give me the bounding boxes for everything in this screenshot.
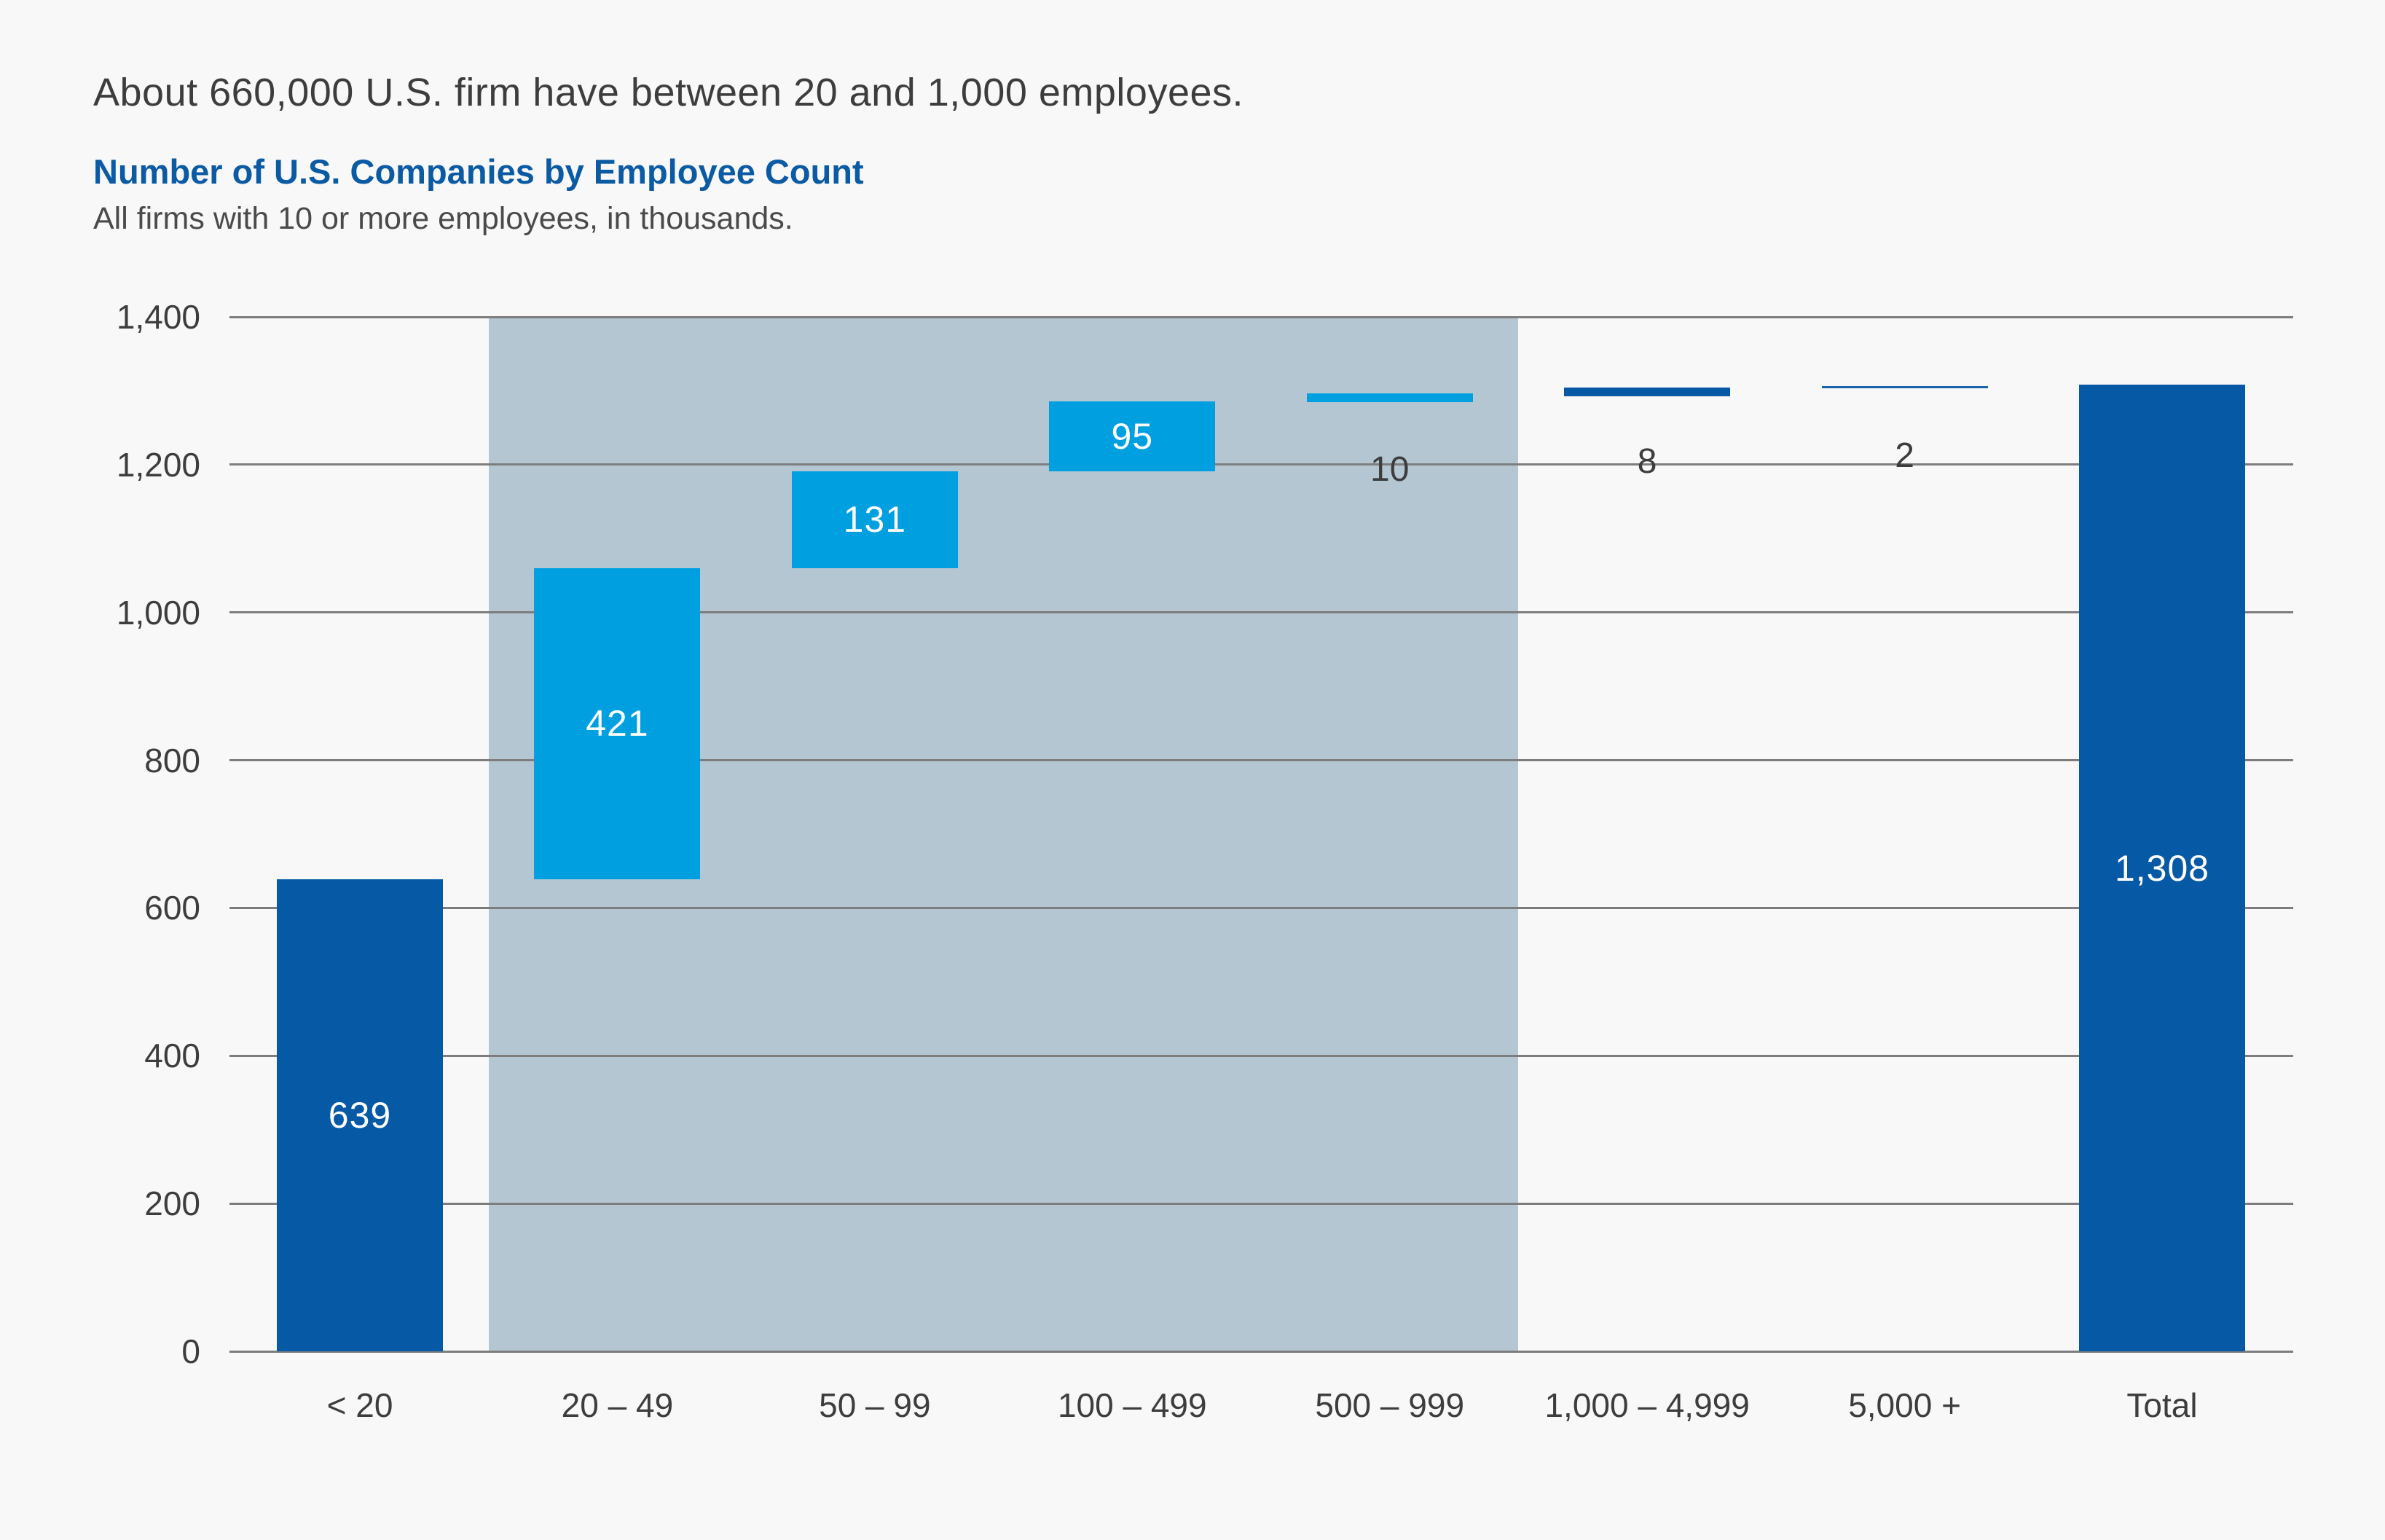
bar-value-label: 2 <box>1895 436 1914 476</box>
gridline <box>229 315 2293 318</box>
y-axis-tick-label: 800 <box>144 741 200 779</box>
x-axis-category-label: 100 – 499 <box>1057 1386 1207 1424</box>
x-axis-category-label: 20 – 49 <box>561 1386 674 1424</box>
bar-value-label: 639 <box>328 1094 392 1136</box>
page-title: About 660,000 U.S. firm have between 20 … <box>93 71 1244 114</box>
y-axis-tick-label: 200 <box>144 1185 200 1223</box>
bar-value-label: 1,308 <box>2114 847 2210 889</box>
bar-2: 421 <box>534 567 701 879</box>
bar-1: 639 <box>277 879 443 1351</box>
x-axis-category-label: 5,000 + <box>1848 1386 1961 1424</box>
bar-value-label: 95 <box>1111 415 1154 457</box>
bar-value-label: 10 <box>1370 449 1410 489</box>
gridline <box>229 906 2293 909</box>
x-axis-category-label: 50 – 99 <box>819 1386 931 1424</box>
bar-8: 1,308 <box>2079 385 2245 1351</box>
y-axis-tick-label: 1,400 <box>116 298 200 336</box>
bar-3: 131 <box>791 471 958 568</box>
gridline <box>229 1054 2293 1057</box>
chart-subtitle: All firms with 10 or more employees, in … <box>93 201 793 236</box>
bar-value-label: 8 <box>1637 442 1657 482</box>
y-axis-tick-label: 1,200 <box>116 445 200 484</box>
x-axis-category-label: 500 – 999 <box>1315 1386 1465 1424</box>
y-axis-tick-label: 400 <box>144 1037 200 1075</box>
bar-5 <box>1306 393 1473 403</box>
chart-title: Number of U.S. Companies by Employee Cou… <box>93 152 864 191</box>
y-axis-tick-label: 0 <box>181 1332 200 1370</box>
x-axis-category-label: 1,000 – 4,999 <box>1544 1386 1750 1424</box>
bar-6 <box>1564 388 1731 397</box>
bar-7 <box>1821 386 1988 389</box>
bar-4: 95 <box>1049 401 1216 471</box>
gridline <box>229 611 2293 614</box>
gridline <box>229 1350 2293 1353</box>
y-axis-tick-label: 600 <box>144 889 200 927</box>
gridline <box>229 759 2293 762</box>
bar-value-label: 421 <box>586 703 649 745</box>
y-axis-tick-label: 1,000 <box>116 593 200 632</box>
bar-value-label: 131 <box>843 499 907 541</box>
gridline <box>229 1202 2293 1205</box>
x-axis-category-label: < 20 <box>326 1386 393 1424</box>
x-axis-category-label: Total <box>2126 1386 2198 1424</box>
gridline <box>229 463 2293 466</box>
